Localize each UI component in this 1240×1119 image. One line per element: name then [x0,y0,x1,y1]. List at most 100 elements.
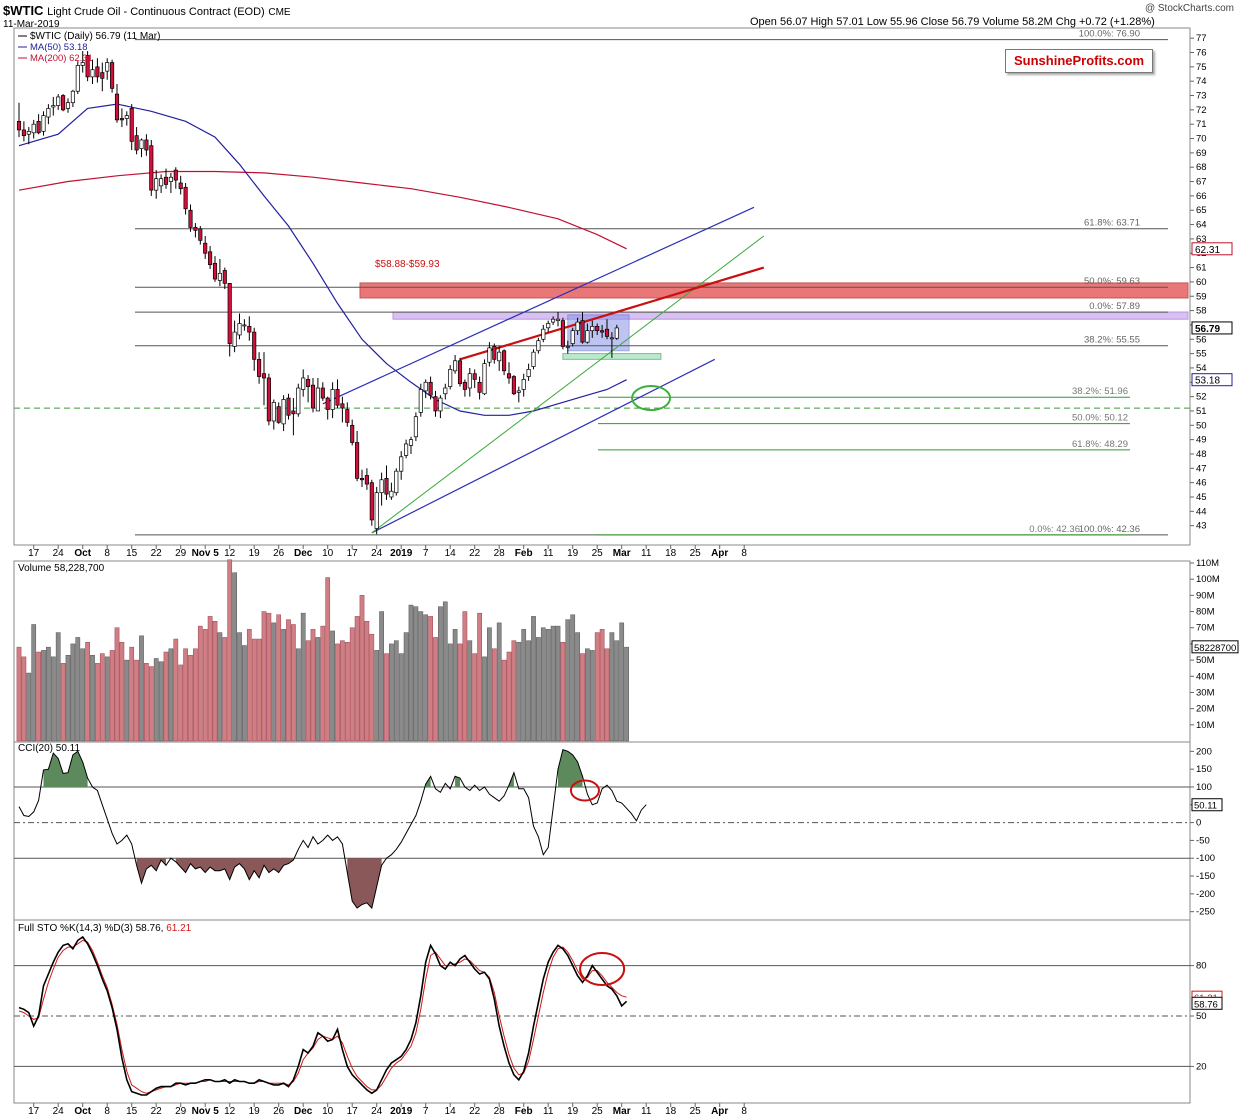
volume-y-tick-label: 80M [1196,607,1215,618]
sto-x-tick-label: 24 [53,1106,65,1117]
cci-y-tick-label: -50 [1196,835,1210,846]
sto-x-tick-label: 11 [641,1106,652,1117]
price-x-tick-label: 24 [371,548,383,559]
brand-logo[interactable]: SunshineProfits.com [1005,49,1153,73]
candle-body [497,351,502,362]
price-x-tick-label: 17 [28,548,40,559]
candle-body [462,381,467,390]
volume-last-box [1191,640,1239,654]
volume-bar [511,640,517,742]
cci-y-tick-label: 200 [1196,746,1212,757]
cci-panel-frame [13,741,1191,921]
volume-bar [36,651,41,742]
cci-title: CCI(20) 50.11 [18,743,81,754]
candle-body [203,242,208,254]
fib-label-green: 50.0%: 50.12 [1072,413,1128,424]
cci-overbought-fill [558,749,583,787]
volume-bar [594,632,600,742]
candle-body [492,346,497,360]
candle-body [565,346,570,348]
price-y-tick-label: 59 [1196,291,1207,302]
candle-body [232,331,237,347]
volume-bar [202,629,208,742]
volume-bar [418,611,424,742]
candle-body [188,209,193,228]
volume-bar [560,642,566,742]
green-ellipse-marker [631,385,672,412]
price-y-tick-label: 48 [1196,449,1207,460]
candle-body [193,227,198,231]
trendline-red [459,266,765,361]
candle-body [502,350,507,372]
trendline-green [371,235,765,534]
candle-body [330,389,335,410]
price-y-tick-label: 54 [1196,363,1207,374]
candle-body [208,251,213,266]
candle-body [570,330,575,344]
sto-x-tick-label: 8 [104,1106,110,1117]
candle-body [168,176,173,182]
volume-y-tick-label: 30M [1196,687,1215,698]
volume-bar [295,648,301,742]
price-x-tick-label: 10 [322,548,334,559]
candle-body [374,492,379,529]
candle-body [408,439,414,446]
volume-bar [491,648,497,742]
volume-bar [139,635,144,742]
price-legend-ma200: MA(200) 62.31 [30,53,93,64]
cci-red-circle-marker [569,779,600,802]
price-y-tick-label: 63 [1196,234,1207,245]
candle-body [364,475,369,485]
volume-bar [60,663,66,742]
price-y-tick-label: 60 [1196,277,1207,288]
volume-bar [212,621,218,742]
price-x-tick-label: 26 [273,548,285,559]
ma50-price-label: 53.18 [1195,376,1220,387]
price-x-tick-label: 12 [224,548,236,559]
volume-bar [197,625,203,742]
volume-bar [291,624,296,742]
candle-body [580,320,585,343]
volume-bar [114,627,120,742]
volume-bar [428,616,433,742]
volume-bar [261,611,267,742]
volume-bar [320,625,326,742]
price-x-tick-label: 24 [53,548,65,559]
volume-bar [349,627,355,742]
candle-body [183,186,188,210]
sto-x-tick-label: 11 [543,1106,554,1117]
candle-body [36,120,41,134]
price-x-tick-label: 29 [175,548,187,559]
volume-bar [374,650,380,742]
cci-overbought-fill [455,776,460,787]
cci-y-tick-label: -100 [1196,853,1215,864]
close-price-label: 56.79 [1195,324,1220,335]
price-y-tick-label: 72 [1196,105,1207,116]
volume-bar [614,640,620,742]
candle-body [315,387,320,412]
candle-body [105,62,110,72]
candle-body [399,456,404,472]
price-x-tick-label: Dec [294,548,313,559]
candle-body [413,416,418,438]
volume-bar [364,621,370,742]
candle-body [511,376,516,395]
candle-body [575,321,580,332]
volume-bar [99,653,105,742]
price-y-tick-label: 56 [1196,334,1207,345]
volume-bar [457,643,463,742]
sto-x-tick-label: Feb [515,1106,533,1117]
cci-y-tick-label: -200 [1196,889,1215,900]
price-y-tick-label: 58 [1196,306,1207,317]
sto-x-tick-label: 17 [28,1106,40,1117]
price-y-tick-label: 66 [1196,191,1207,202]
volume-bar [447,643,453,742]
candle-body [536,340,541,352]
sto-x-tick-label: Mar [613,1106,631,1117]
candle-body [61,95,66,111]
volume-bar [193,648,198,742]
ma50-price-label-box [1191,373,1233,387]
sto-x-tick-label: 19 [567,1106,579,1117]
volume-bar [393,640,399,742]
candle-body [95,66,100,78]
